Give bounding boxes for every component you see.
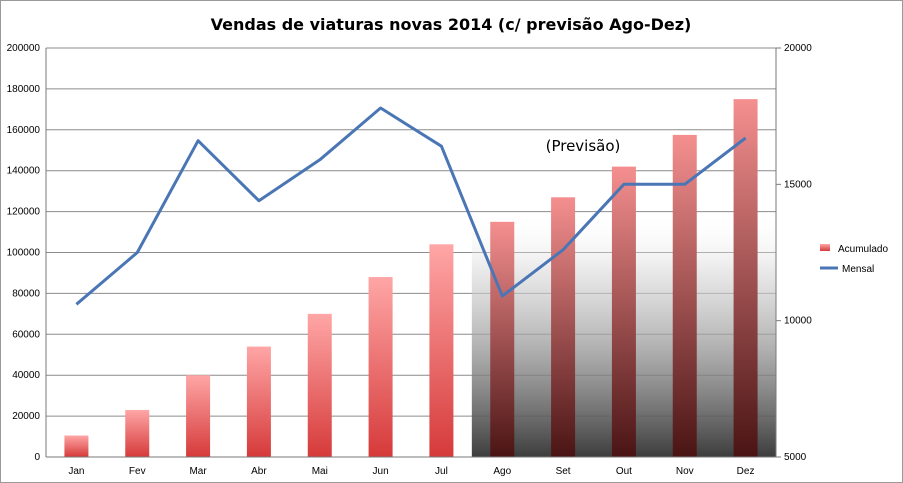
bar-acumulado — [551, 197, 576, 457]
tick-labels: 0 20000 40000 60000 80000 100000 120000 140000 1… — [7, 43, 813, 477]
bar-series-acumulado — [64, 99, 758, 458]
y-left-tick-label: 120000 — [7, 207, 41, 218]
bar-acumulado — [490, 221, 515, 457]
x-tick-label: Set — [556, 466, 571, 477]
x-tick-label: Mai — [312, 466, 328, 477]
y-left-tick-label: 0 — [34, 452, 40, 463]
forecast-label: (Previsão) — [546, 137, 621, 155]
legend: Acumulado Mensal — [820, 244, 888, 275]
bar-acumulado — [186, 375, 211, 457]
x-tick-label: Dez — [737, 466, 755, 477]
y-right-tick-label: 15000 — [784, 179, 812, 190]
bar-acumulado — [307, 313, 332, 457]
x-tick-label: Fev — [129, 466, 146, 477]
legend-label-acumulado: Acumulado — [838, 244, 888, 255]
y-right-tick-label: 20000 — [784, 43, 812, 54]
x-tick-label: Jan — [68, 466, 84, 477]
y-right-tick-label: 10000 — [784, 316, 812, 327]
x-tick-label: Nov — [676, 466, 694, 477]
y-left-tick-label: 140000 — [7, 166, 41, 177]
y-left-tick-label: 20000 — [12, 411, 40, 422]
y-left-tick-label: 100000 — [7, 248, 41, 259]
bar-acumulado — [672, 134, 697, 457]
y-left-tick-label: 40000 — [12, 370, 40, 381]
bar-acumulado — [733, 99, 758, 457]
chart-title: Vendas de viaturas novas 2014 (c/ previs… — [211, 15, 692, 34]
bar-acumulado — [64, 435, 89, 457]
line-mensal — [75, 106, 747, 306]
y-left-tick-label: 80000 — [12, 288, 40, 299]
line-series-mensal — [75, 106, 747, 306]
x-tick-label: Abr — [251, 466, 267, 477]
y-left-tick-label: 200000 — [7, 43, 41, 54]
legend-label-mensal: Mensal — [842, 264, 874, 275]
y-right-tick-label: 5000 — [784, 452, 807, 463]
axes — [45, 47, 781, 458]
x-tick-label: Out — [616, 466, 632, 477]
bar-acumulado — [429, 244, 454, 457]
y-left-tick-label: 160000 — [7, 125, 41, 136]
x-tick-label: Ago — [493, 466, 511, 477]
x-tick-label: Jul — [435, 466, 448, 477]
legend-swatch-acumulado — [820, 244, 830, 251]
x-tick-label: Jun — [373, 466, 389, 477]
bar-acumulado — [368, 277, 393, 457]
x-tick-label: Mar — [189, 466, 207, 477]
bar-acumulado — [125, 409, 150, 457]
bar-acumulado — [246, 346, 271, 457]
y-left-tick-label: 180000 — [7, 84, 41, 95]
bar-acumulado — [611, 166, 636, 458]
y-left-tick-label: 60000 — [12, 329, 40, 340]
